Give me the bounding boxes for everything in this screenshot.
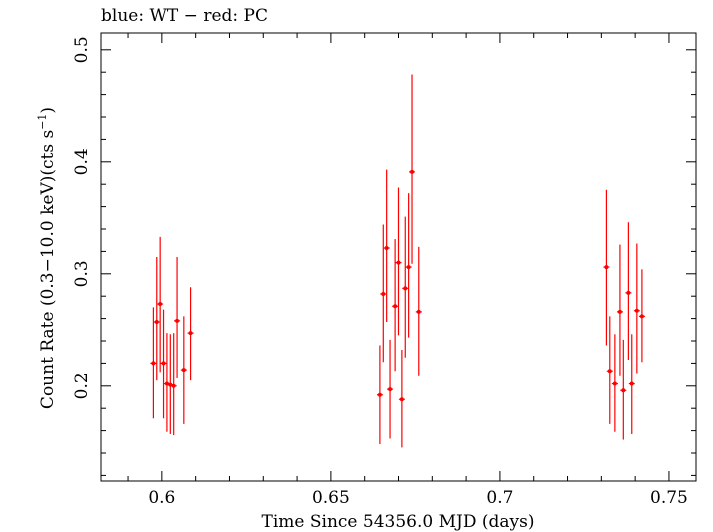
data-point (387, 339, 394, 439)
y-axis-title-end: ) (38, 107, 58, 114)
data-point (638, 269, 645, 363)
data-point (611, 334, 618, 432)
data-point (616, 244, 623, 376)
data-marker (607, 369, 612, 374)
y-axis-title-main: Count Rate (0.3−10.0 keV)(cts s (38, 130, 58, 409)
data-marker (617, 309, 622, 314)
x-tick-label: 0.75 (650, 488, 688, 508)
data-point (174, 257, 181, 378)
data-series-pc (150, 74, 645, 448)
data-marker (621, 388, 626, 393)
data-marker (175, 318, 180, 323)
data-point (603, 189, 610, 346)
data-marker (396, 260, 401, 265)
data-point (395, 187, 402, 336)
data-marker (393, 304, 398, 309)
x-tick-label: 0.65 (312, 488, 350, 508)
data-point (409, 74, 416, 264)
y-tick-label: 0.3 (72, 260, 92, 287)
data-point (163, 333, 170, 432)
y-tick-label: 0.5 (72, 36, 92, 63)
data-point (405, 193, 412, 338)
data-point (398, 349, 405, 448)
data-point (180, 316, 187, 424)
y-axis-title: Count Rate (0.3−10.0 keV)(cts s−1) (36, 107, 58, 409)
data-marker (626, 290, 631, 295)
y-axis-title-superscript: −1 (36, 114, 49, 130)
data-marker (639, 314, 644, 319)
data-marker (377, 392, 382, 397)
data-marker (406, 265, 411, 270)
data-marker (188, 331, 193, 336)
data-point (170, 333, 177, 436)
data-marker (388, 387, 393, 392)
data-marker (634, 308, 639, 313)
data-marker (416, 309, 421, 314)
data-marker (158, 302, 163, 307)
y-axis: 0.2 0.3 0.4 0.5 (72, 36, 696, 476)
data-marker (181, 368, 186, 373)
data-marker (151, 361, 156, 366)
y-tick-label: 0.4 (72, 148, 92, 175)
data-marker (403, 286, 408, 291)
data-point (628, 334, 635, 434)
y-tick-label: 0.2 (72, 372, 92, 399)
data-point (157, 236, 164, 373)
chart-title: blue: WT − red: PC (101, 6, 268, 26)
data-point (150, 307, 157, 419)
x-axis: 0.6 0.65 0.7 0.75 (127, 33, 688, 508)
data-marker (171, 383, 176, 388)
x-axis-title: Time Since 54356.0 MJD (days) (262, 512, 535, 532)
data-marker (384, 246, 389, 251)
data-point (383, 169, 390, 322)
data-point (620, 339, 627, 440)
data-marker (604, 265, 609, 270)
data-marker (154, 319, 159, 324)
data-marker (381, 291, 386, 296)
data-point (167, 334, 174, 434)
data-point (153, 257, 160, 381)
data-point (376, 345, 383, 445)
data-point (160, 309, 167, 419)
data-point (402, 216, 409, 358)
x-tick-label: 0.7 (486, 488, 513, 508)
data-marker (629, 381, 634, 386)
data-point (606, 316, 613, 424)
data-marker (161, 361, 166, 366)
data-point (633, 243, 640, 374)
data-point (625, 222, 632, 361)
data-marker (612, 381, 617, 386)
data-point (187, 287, 194, 381)
data-point (380, 224, 387, 363)
data-point (415, 246, 422, 376)
x-tick-label: 0.6 (148, 488, 175, 508)
data-marker (410, 169, 415, 174)
data-point (392, 239, 399, 372)
data-marker (399, 397, 404, 402)
